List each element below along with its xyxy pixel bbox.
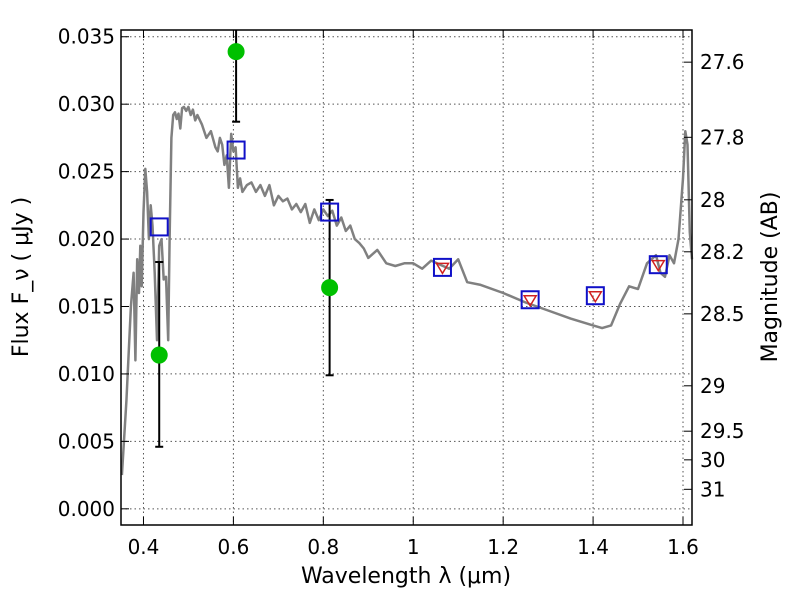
upper-limit-triangle [522,295,538,308]
photometry-points [149,30,668,448]
right-tick-label: 29 [700,374,725,398]
y-tick-label: 0.000 [58,497,115,521]
observed-flux-point [321,279,339,297]
model-flux-square [648,255,668,275]
upper-limit-triangle [435,262,450,275]
grid [121,30,692,525]
x-tick-label: 0.4 [128,535,160,559]
model-flux-square [320,202,340,222]
upper-limit-triangle [650,259,666,273]
x-tick-label: 0.6 [217,535,249,559]
model-flux-square [149,217,169,237]
right-axis-title: Magnitude (AB) [758,192,783,363]
right-tick-label: 28.2 [700,240,745,264]
y-tick-label: 0.025 [58,160,115,184]
right-tick-label: 31 [700,477,725,501]
x-axis-title: Wavelength λ (μm) [301,564,511,589]
model-flux-square [226,140,246,160]
upper-limit-triangle [588,290,603,304]
y-tick-label: 0.015 [58,294,115,318]
right-tick-label: 27.6 [700,50,745,74]
right-tick-label: 30 [700,448,725,472]
spectrum-line [120,105,694,476]
x-tick-label: 1 [407,535,420,559]
observed-flux-point [227,43,245,61]
y-tick-label: 0.020 [58,227,115,251]
model-flux-square [520,290,540,310]
x-tick-label: 0.8 [307,535,339,559]
model-flux-square [432,257,452,277]
right-tick-label: 27.8 [700,125,745,149]
axis-ticks: 0.4 0.6 0.8 1 1.2 1.4 1.6 0.000 0.005 0.010 0.015 0… [58,25,745,559]
x-tick-label: 1.2 [487,535,519,559]
observed-flux-point [150,346,168,364]
x-tick-label: 1.4 [577,535,609,559]
y-axis-title: Flux F_ν ( μJy ) [9,197,34,357]
right-tick-label: 29.5 [700,419,745,443]
y-tick-label: 0.030 [58,92,115,116]
right-tick-label: 28 [700,188,725,212]
x-tick-label: 1.6 [667,535,699,559]
y-tick-label: 0.035 [58,25,115,49]
model-flux-square [585,286,605,306]
y-tick-label: 0.005 [58,429,115,453]
y-tick-label: 0.010 [58,362,115,386]
right-tick-label: 28.5 [700,302,745,326]
model-spectrum [120,105,694,476]
plot-frame [120,29,693,526]
